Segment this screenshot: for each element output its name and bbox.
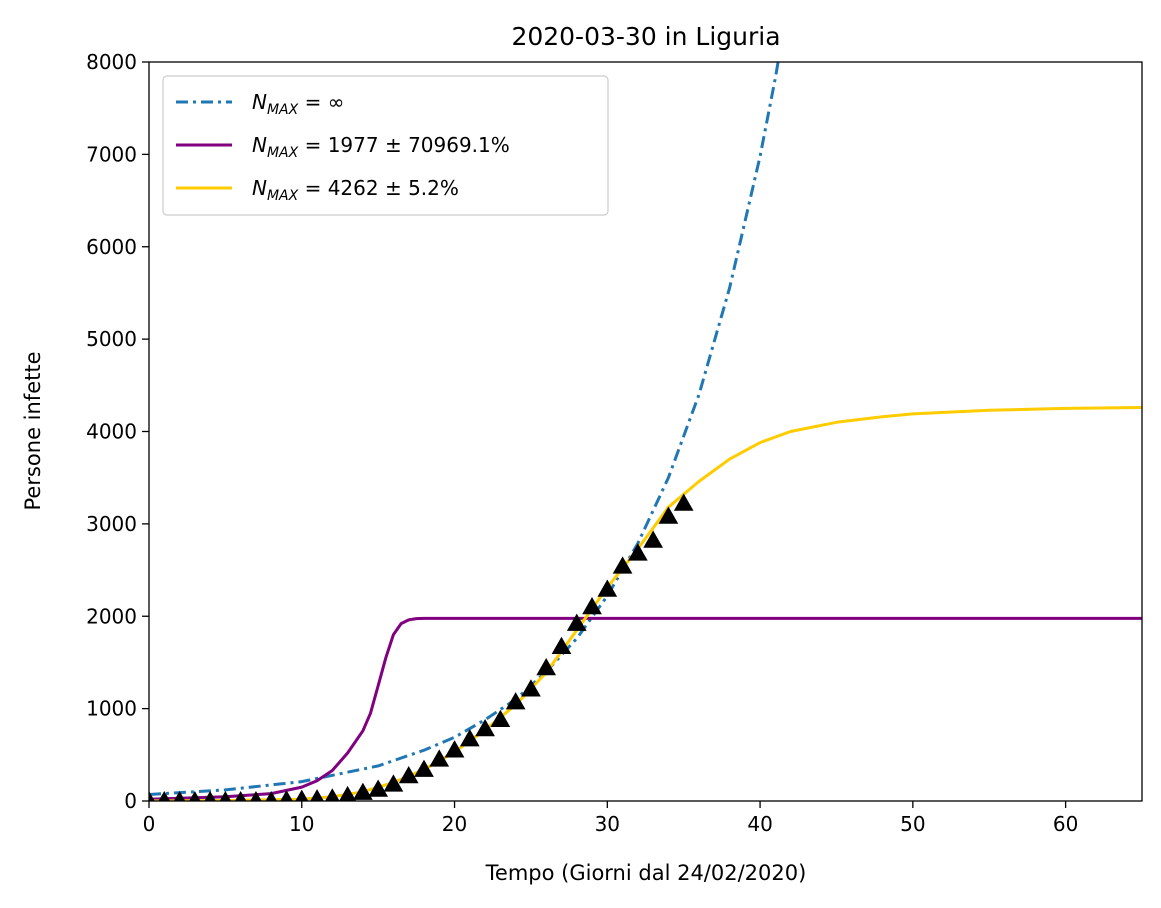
series-line-3 bbox=[149, 406, 1142, 801]
observation-marker bbox=[673, 493, 694, 511]
observation-marker bbox=[280, 790, 293, 801]
observation-marker bbox=[265, 790, 277, 801]
observation-marker bbox=[295, 789, 309, 801]
observation-marker bbox=[597, 579, 618, 597]
legend: NMAX = ∞ NMAX = 1977 ± 70969.1% NMAX = 426… bbox=[162, 75, 609, 216]
x-tick-label: 60 bbox=[1053, 812, 1078, 836]
observation-marker bbox=[149, 790, 155, 801]
observation-marker bbox=[414, 759, 434, 777]
y-tick-label: 3000 bbox=[86, 512, 137, 536]
series-line-2 bbox=[149, 616, 1142, 801]
x-tick-label: 30 bbox=[595, 812, 620, 836]
observation-marker bbox=[475, 718, 495, 737]
observation-marker bbox=[658, 506, 679, 524]
observation-marker bbox=[398, 766, 419, 784]
observation-marker bbox=[536, 657, 557, 676]
y-tick-label: 6000 bbox=[86, 235, 137, 259]
observation-marker bbox=[505, 692, 526, 710]
observation-marker bbox=[521, 679, 541, 697]
observation-marker bbox=[250, 790, 262, 801]
observation-marker bbox=[173, 790, 186, 801]
observation-marker bbox=[490, 709, 511, 727]
observation-marker bbox=[612, 556, 633, 574]
observation-marker bbox=[459, 729, 480, 747]
x-tick-label: 50 bbox=[900, 812, 925, 836]
series-line-1 bbox=[149, 62, 780, 796]
observation-marker bbox=[234, 790, 247, 801]
legend-label-3: NMAX = 4262 ± 5.2% bbox=[252, 176, 459, 204]
x-axis: 0 10 20 30 40 50 60 bbox=[143, 801, 1078, 836]
observation-marker bbox=[368, 779, 389, 797]
y-axis-label: Persone infette bbox=[21, 351, 45, 510]
x-axis-label: Tempo (Giorni dal 24/02/2020) bbox=[485, 861, 807, 885]
observation-marker bbox=[429, 749, 450, 767]
legend-box bbox=[162, 75, 609, 216]
observation-marker bbox=[383, 774, 404, 792]
chart-title: 2020-03-30 in Liguria bbox=[511, 22, 780, 51]
y-axis: 0 1000 2000 3000 4000 5000 6000 7000 8000 bbox=[86, 50, 149, 813]
observation-marker bbox=[219, 790, 232, 801]
x-tick-label: 40 bbox=[747, 812, 772, 836]
y-tick-label: 7000 bbox=[86, 142, 137, 166]
observation-marker bbox=[310, 789, 324, 801]
observation-marker bbox=[627, 543, 648, 561]
x-tick-label: 10 bbox=[289, 812, 314, 836]
legend-label-2: NMAX = 1977 ± 70969.1% bbox=[252, 133, 510, 161]
observation-marker bbox=[566, 613, 587, 631]
observation-marker bbox=[204, 790, 216, 801]
y-tick-label: 1000 bbox=[86, 697, 137, 721]
y-tick-label: 2000 bbox=[86, 604, 137, 628]
y-tick-label: 8000 bbox=[86, 50, 137, 74]
x-tick-label: 0 bbox=[143, 812, 156, 836]
y-tick-label: 0 bbox=[124, 789, 137, 813]
observation-marker bbox=[643, 530, 664, 548]
observation-marker bbox=[551, 636, 572, 654]
plot-area bbox=[149, 62, 1142, 801]
legend-label-1: NMAX = ∞ bbox=[252, 90, 344, 118]
observation-marker bbox=[338, 785, 357, 801]
observation-marker bbox=[325, 788, 340, 801]
y-tick-label: 5000 bbox=[86, 327, 137, 351]
observation-marker bbox=[582, 597, 602, 615]
observation-marker bbox=[353, 782, 373, 800]
y-tick-label: 4000 bbox=[86, 420, 137, 444]
observation-marker bbox=[189, 790, 201, 801]
observation-marker bbox=[444, 740, 465, 758]
observation-marker bbox=[158, 790, 170, 801]
x-tick-label: 20 bbox=[442, 812, 467, 836]
